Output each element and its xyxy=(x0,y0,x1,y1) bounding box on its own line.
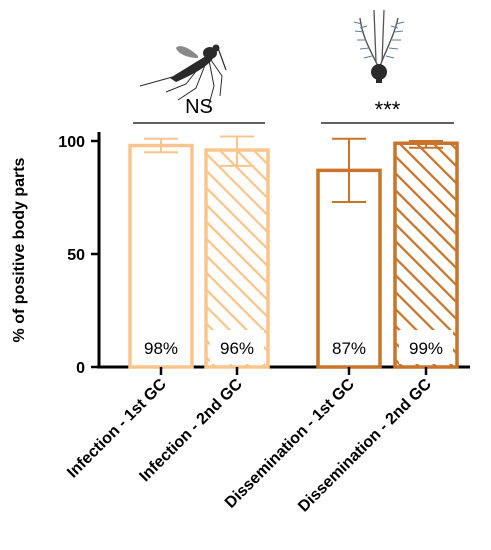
x-tick-label: Dissemination - 1st GC xyxy=(222,375,358,511)
svg-text:98%: 98% xyxy=(144,339,178,358)
mosquito-icon xyxy=(139,44,227,109)
y-tick-label: 100 xyxy=(58,134,85,151)
error-bar-1 xyxy=(144,137,178,154)
error-bar-3 xyxy=(332,137,366,204)
y-tick-label: 0 xyxy=(76,360,85,377)
bar-value-label-1: 98% xyxy=(134,330,188,364)
y-axis-label: % of positive body parts xyxy=(11,157,28,342)
y-tick-label: 50 xyxy=(67,247,85,264)
bar-value-label-4: 99% xyxy=(399,330,453,364)
mosquito-head-icon xyxy=(353,9,405,83)
svg-text:99%: 99% xyxy=(409,339,443,358)
significance-label: NS xyxy=(185,96,213,118)
bar-value-label-2: 96% xyxy=(210,330,264,364)
x-tick-label: Dissemination - 2nd GC xyxy=(295,375,435,515)
svg-text:96%: 96% xyxy=(220,339,254,358)
error-bar-2 xyxy=(220,135,254,167)
significance-label: *** xyxy=(375,97,401,122)
svg-text:87%: 87% xyxy=(332,339,366,358)
error-bar-4 xyxy=(409,140,443,149)
bar-value-label-3: 87% xyxy=(322,330,376,364)
